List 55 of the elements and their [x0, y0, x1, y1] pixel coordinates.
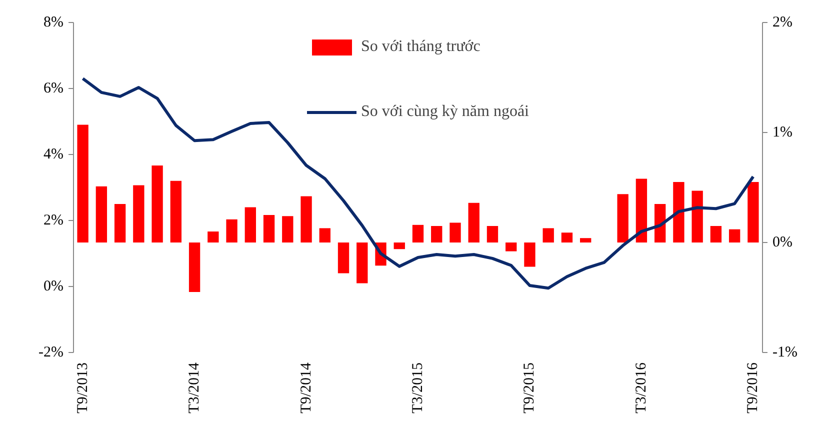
bar [580, 238, 592, 242]
bar [654, 204, 666, 242]
bar [300, 196, 312, 242]
bar [114, 204, 126, 242]
y2-tick-label: 1% [772, 124, 792, 140]
bar [486, 226, 498, 242]
bar [636, 178, 648, 242]
y2-tick-label: 0% [772, 234, 792, 250]
bar [133, 185, 144, 242]
bar [338, 242, 350, 274]
bar [728, 229, 740, 242]
y2-tick-label: -1% [772, 344, 798, 360]
bar [77, 124, 88, 242]
bar [208, 232, 219, 242]
bar [170, 180, 182, 242]
x-tick-label: T9/2013 [74, 362, 91, 414]
y-tick-label: 0% [44, 278, 64, 294]
bar [506, 242, 517, 252]
bar [692, 190, 703, 242]
bar [450, 222, 461, 242]
bar [244, 207, 256, 242]
bar [561, 232, 573, 242]
y-tick-label: 6% [44, 80, 64, 96]
bar [431, 226, 442, 242]
x-tick-label: T9/2014 [298, 362, 314, 414]
bar [226, 219, 238, 242]
y-tick-label: 8% [44, 14, 64, 30]
y-tick-label: -2% [38, 344, 64, 360]
x-tick-label: T3/2015 [410, 362, 426, 414]
line-series [81, 77, 755, 290]
bar [710, 226, 722, 242]
x-tick-label: T3/2016 [633, 362, 650, 414]
legend-label: So với cùng kỳ năm ngoái [361, 103, 529, 121]
x-tick-label: T9/2016 [745, 362, 762, 414]
bar [282, 216, 294, 242]
bar [673, 182, 684, 242]
bar [188, 242, 200, 292]
x-tick-label: T9/2015 [522, 362, 538, 414]
bar [468, 202, 480, 242]
bar [542, 228, 554, 242]
bar [748, 182, 759, 242]
bar [263, 215, 275, 242]
bar [524, 242, 536, 267]
bar [152, 166, 163, 242]
bar [356, 242, 368, 284]
bar [319, 228, 330, 242]
bar [412, 224, 424, 242]
y-tick-label: 2% [44, 212, 64, 228]
bar [394, 242, 405, 250]
y-tick-label: 4% [44, 146, 64, 162]
x-tick-label: T3/2014 [186, 362, 203, 414]
bar [617, 194, 628, 242]
legend-label: So với tháng trước [361, 38, 480, 56]
bar [96, 186, 108, 242]
y2-tick-label: 2% [772, 14, 792, 30]
